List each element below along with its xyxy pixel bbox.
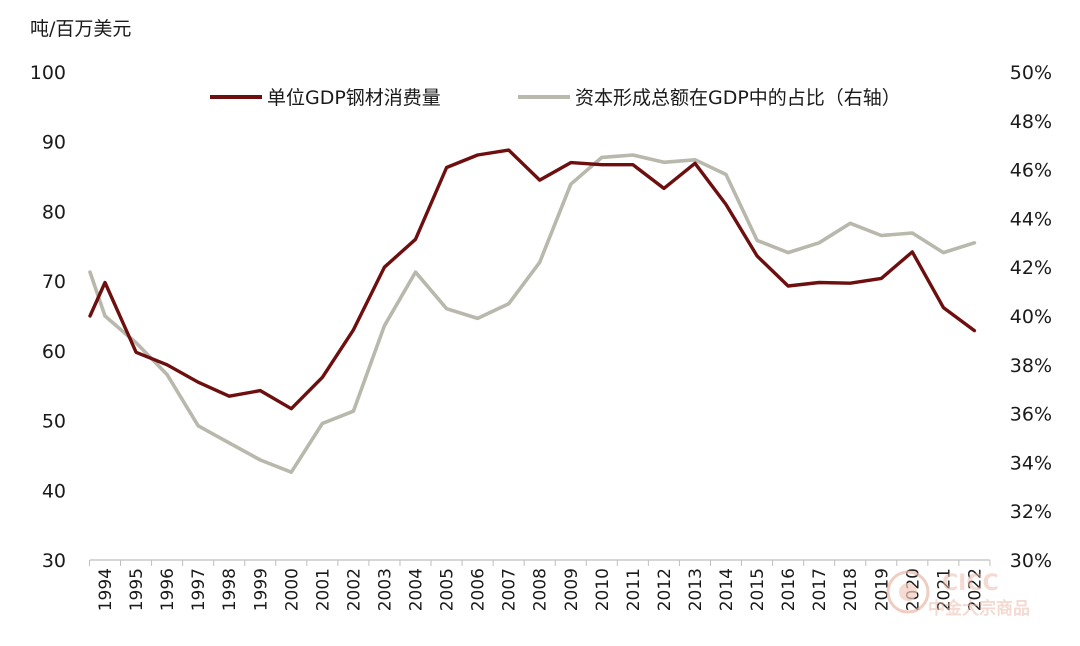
x-tick-label: 2007	[500, 568, 520, 611]
watermark-caption: 中金大宗商品	[928, 598, 1030, 619]
left-y-tick-label: 60	[42, 341, 66, 363]
x-tick-label: 2001	[313, 568, 333, 611]
x-tick-label: 2022	[965, 568, 985, 611]
x-tick-label: 1997	[189, 568, 209, 611]
left-y-tick-label: 80	[42, 201, 66, 223]
legend-label-steel-consumption: 单位GDP钢材消费量	[267, 87, 441, 109]
x-tick-label: 2011	[624, 568, 644, 611]
right-y-tick-label: 46%	[1010, 160, 1052, 182]
right-y-tick-label: 50%	[1010, 62, 1052, 84]
x-axis: 1994 1995 1996 1997 1998 1999 2000 2001 2002 2003…	[88, 560, 991, 611]
watermark-logo-icon	[886, 570, 930, 614]
x-tick-label: 2013	[686, 568, 706, 611]
x-tick-label: 2017	[810, 568, 830, 611]
x-tick-label: 1995	[127, 568, 147, 611]
x-tick-label: 2019	[872, 568, 892, 611]
x-tick-label: 2016	[779, 568, 799, 611]
right-y-tick-label: 38%	[1010, 355, 1052, 377]
x-tick-label: 1999	[251, 568, 271, 611]
right-y-tick-label: 34%	[1010, 452, 1052, 474]
watermark: CICC 中金大宗商品	[886, 570, 1030, 619]
left-y-tick-label: 40	[42, 480, 66, 502]
x-tick-label: 2006	[469, 568, 489, 611]
left-y-tick-label: 30	[42, 550, 66, 572]
x-tick-label: 2008	[531, 568, 551, 611]
right-y-tick-label: 40%	[1010, 306, 1052, 328]
left-y-tick-label: 100	[30, 62, 66, 84]
series-line-steel-consumption	[88, 148, 977, 411]
left-y-tick-label: 50	[42, 411, 66, 433]
x-tick-label: 2018	[841, 568, 861, 611]
series-line-capital-formation	[88, 153, 977, 474]
left-y-axis: 30 40 50 60 70 80 90 100	[30, 62, 66, 572]
x-tick-label: 1998	[220, 568, 240, 611]
x-tick-label: 2012	[655, 568, 675, 611]
x-tick-label: 2010	[593, 568, 613, 611]
right-y-tick-label: 44%	[1010, 208, 1052, 230]
left-y-tick-label: 70	[42, 271, 66, 293]
x-tick-label: 2002	[344, 568, 364, 611]
x-tick-label: 1996	[158, 568, 178, 611]
x-tick-label: 2004	[407, 568, 427, 611]
x-tick-label: 1994	[96, 568, 116, 611]
left-y-tick-label: 90	[42, 132, 66, 154]
right-y-tick-label: 32%	[1010, 501, 1052, 523]
right-y-axis: 30% 32% 34% 36% 38% 40% 42% 44% 46% 48% 50%	[1010, 62, 1052, 572]
x-tick-label: 2014	[717, 568, 737, 611]
left-axis-unit-label: 吨/百万美元	[30, 18, 131, 40]
legend: 单位GDP钢材消费量 资本形成总额在GDP中的占比（右轴）	[210, 87, 901, 109]
legend-label-capital-formation: 资本形成总额在GDP中的占比（右轴）	[575, 87, 901, 109]
right-y-tick-label: 48%	[1010, 111, 1052, 133]
x-tick-label: 2003	[375, 568, 395, 611]
watermark-logo-inner	[899, 583, 917, 601]
series-layer	[88, 148, 977, 474]
x-tick-label: 2009	[562, 568, 582, 611]
x-tick-label: 2000	[282, 568, 302, 611]
right-y-tick-label: 36%	[1010, 404, 1052, 426]
x-tick-label: 2005	[438, 568, 458, 611]
x-tick-label: 2015	[748, 568, 768, 611]
watermark-logo-text: CICC	[942, 571, 999, 596]
x-tick-label: 2021	[934, 568, 954, 611]
right-y-tick-label: 42%	[1010, 257, 1052, 279]
right-y-tick-label: 30%	[1010, 550, 1052, 572]
